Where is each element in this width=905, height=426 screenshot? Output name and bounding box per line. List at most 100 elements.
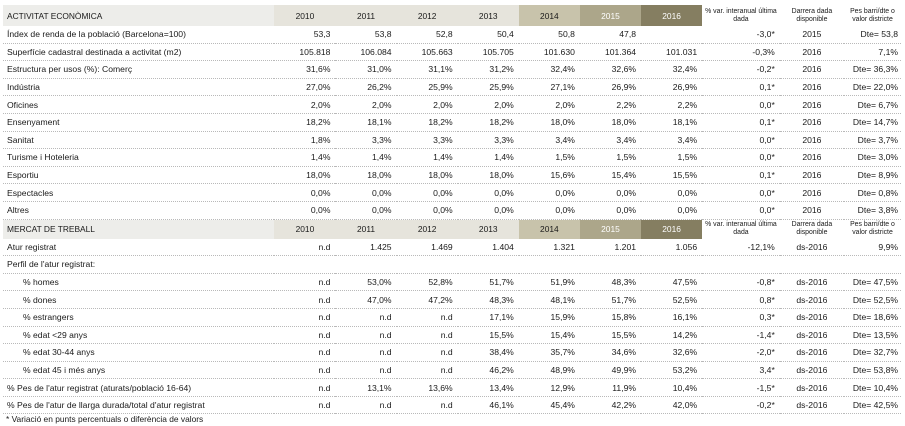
year-value: 1,4% <box>396 148 458 167</box>
year-value: 1.321 <box>518 238 580 257</box>
pes-value: Dte= 3,0% <box>844 148 901 167</box>
year-value: 15,5% <box>457 326 519 345</box>
statistics-table: ACTIVITAT ECONÒMICA 2010 2011 2012 2013 2014 2… <box>3 5 901 415</box>
year-value: 0,0% <box>274 201 336 220</box>
year-value: 48,3% <box>579 273 642 292</box>
var-value: -1,5* <box>702 378 780 397</box>
row-label: Oficines <box>3 95 275 114</box>
year-value: 31,2% <box>457 60 519 79</box>
date-header: Darrera dada disponible <box>779 5 844 26</box>
date-value: ds-2016 <box>779 361 844 380</box>
row-label: % edat <29 anys <box>3 326 275 345</box>
year-value: 13,1% <box>335 378 397 397</box>
year-value: 31,6% <box>274 60 336 79</box>
year-value: 1.201 <box>579 238 642 257</box>
year-value: 0,0% <box>396 201 458 220</box>
date-value: 2016 <box>779 201 844 220</box>
var-value: 0,8* <box>702 290 780 309</box>
year-value: 2,0% <box>335 95 397 114</box>
var-value: -12,1% <box>702 238 780 257</box>
year-value: 0,0% <box>457 201 519 220</box>
date-value: 2016 <box>779 95 844 114</box>
year-value: 51,9% <box>518 273 580 292</box>
pes-value <box>844 255 901 274</box>
date-value: 2016 <box>779 183 844 202</box>
row-label: Indústria <box>3 78 275 97</box>
year-value: 27,0% <box>274 78 336 97</box>
year-value: 18,0% <box>518 113 580 132</box>
year-header: 2010 <box>274 5 336 26</box>
year-value: 13,4% <box>457 378 519 397</box>
year-value: 15,5% <box>641 166 703 185</box>
table-row: % Pes de l'atur de llarga durada/total d… <box>3 396 901 415</box>
var-value: -0,8* <box>702 273 780 292</box>
pes-value: Dte= 32,7% <box>844 343 901 362</box>
var-value: -0,2* <box>702 60 780 79</box>
year-value: 2,2% <box>641 95 703 114</box>
year-value: 52,5% <box>641 290 703 309</box>
year-value: 12,9% <box>518 378 580 397</box>
year-value: n.d <box>274 343 336 362</box>
year-value: 42,2% <box>579 396 642 415</box>
var-value: 0,1* <box>702 166 780 185</box>
year-value: 15,8% <box>579 308 642 327</box>
year-value: 3,3% <box>335 131 397 150</box>
year-value: 53,8 <box>335 26 397 44</box>
table-row: Atur registrat n.d 1.425 1.469 1.404 1.321 1.2… <box>3 238 901 257</box>
year-header: 2016 <box>641 219 703 239</box>
date-value: ds-2016 <box>779 343 844 362</box>
year-value: 2,0% <box>518 95 580 114</box>
pes-value: Dte= 6,7% <box>844 95 901 114</box>
table-row: % Pes de l'atur registrat (aturats/pobla… <box>3 378 901 397</box>
pes-value: Dte= 36,3% <box>844 60 901 79</box>
pes-value: Dte= 14,7% <box>844 113 901 132</box>
year-value: n.d <box>274 396 336 415</box>
year-value <box>518 255 580 274</box>
year-value: 47,0% <box>335 290 397 309</box>
year-value: 50,8 <box>518 26 580 44</box>
year-value: 3,4% <box>518 131 580 150</box>
year-value: 3,3% <box>396 131 458 150</box>
section-header-row: MERCAT DE TREBALL 2010 2011 2012 2013 2014 201… <box>3 219 901 239</box>
section-title: ACTIVITAT ECONÒMICA <box>3 5 275 26</box>
table-row: % edat <29 anys n.d n.d n.d 15,5% 15,4% 15,5% 1… <box>3 326 901 345</box>
row-label: Altres <box>3 201 275 220</box>
year-value <box>396 255 458 274</box>
year-value: 105.705 <box>457 43 519 62</box>
table-row: Perfil de l'atur registrat: <box>3 255 901 274</box>
year-value: 1,4% <box>457 148 519 167</box>
var-value: 3,4* <box>702 361 780 380</box>
date-value: ds-2016 <box>779 273 844 292</box>
year-header: 2015 <box>579 5 642 26</box>
date-value: 2015 <box>779 26 844 44</box>
year-value: 15,9% <box>518 308 580 327</box>
year-value: 15,6% <box>518 166 580 185</box>
row-label: Estructura per usos (%): Comerç <box>3 60 275 79</box>
date-value <box>779 255 844 274</box>
table-row: Sanitat 1,8% 3,3% 3,3% 3,3% 3,4% 3,4% 3,4% 0,0* 2… <box>3 131 901 150</box>
var-value: 0,0* <box>702 183 780 202</box>
year-value: 46,2% <box>457 361 519 380</box>
pes-value: Dte= 18,6% <box>844 308 901 327</box>
year-value: 13,6% <box>396 378 458 397</box>
row-label: Esportiu <box>3 166 275 185</box>
year-value: 18,0% <box>457 166 519 185</box>
row-label: Atur registrat <box>3 238 275 257</box>
year-header: 2013 <box>457 219 519 239</box>
year-value: n.d <box>274 290 336 309</box>
year-value: 17,1% <box>457 308 519 327</box>
year-value: 0,0% <box>335 183 397 202</box>
pes-value: 7,1% <box>844 43 901 62</box>
var-value: -2,0* <box>702 343 780 362</box>
year-value: 35,7% <box>518 343 580 362</box>
year-value: n.d <box>335 396 397 415</box>
year-value: 16,1% <box>641 308 703 327</box>
year-value: 42,0% <box>641 396 703 415</box>
table-row: Ensenyament 18,2% 18,1% 18,2% 18,2% 18,0% 18,0… <box>3 113 901 132</box>
table-row: Altres 0,0% 0,0% 0,0% 0,0% 0,0% 0,0% 0,0% 0,0* 20… <box>3 201 901 220</box>
year-value: 0,0% <box>274 183 336 202</box>
year-value: 3,4% <box>641 131 703 150</box>
row-label: Ensenyament <box>3 113 275 132</box>
year-value: 34,6% <box>579 343 642 362</box>
year-value: 31,0% <box>335 60 397 79</box>
